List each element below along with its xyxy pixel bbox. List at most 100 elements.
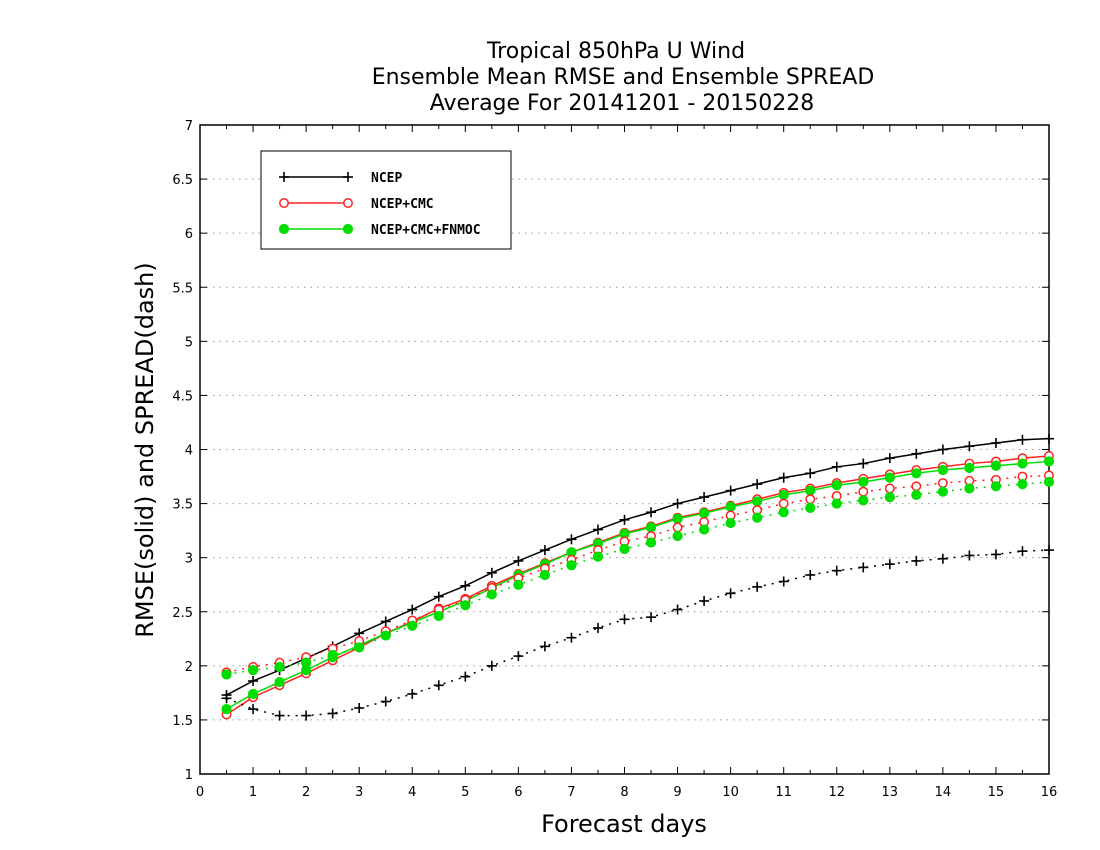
series-layer (221, 433, 1055, 721)
data-point (672, 498, 683, 509)
data-point (274, 661, 285, 673)
data-point (778, 472, 789, 483)
y-tick-label: 3.5 (172, 498, 193, 513)
data-point (805, 502, 816, 514)
data-point (486, 589, 497, 600)
data-point (513, 651, 524, 662)
data-point (725, 588, 736, 599)
data-point (725, 485, 736, 496)
data-point (911, 481, 922, 492)
x-tick-label: 8 (620, 785, 628, 800)
data-point (884, 559, 895, 570)
data-point (354, 642, 365, 653)
data-point (937, 464, 948, 476)
data-point (301, 710, 312, 721)
y-axis-label: RMSE(solid) and SPREAD(dash) (131, 262, 159, 638)
y-tick-label: 4 (185, 444, 193, 459)
data-point (354, 703, 365, 714)
y-tick-label: 1.5 (172, 714, 193, 729)
data-point (380, 630, 391, 641)
y-tick-label: 5.5 (172, 281, 193, 296)
data-point (247, 665, 259, 676)
data-point (858, 562, 869, 573)
data-point (831, 565, 842, 576)
data-point (1043, 476, 1055, 488)
data-point (274, 676, 285, 688)
data-point (645, 537, 657, 548)
data-point (486, 660, 497, 671)
data-point (911, 555, 922, 566)
tick-layer: 11.522.533.544.555.566.570 1 2 3 4 5 6 7 8 9 10 11 1… (172, 119, 1057, 800)
data-point (407, 604, 418, 615)
legend-marker (278, 223, 290, 235)
series-dashed-ncep (221, 545, 1054, 721)
y-tick-label: 3 (185, 552, 193, 567)
data-point (460, 580, 471, 591)
data-point (990, 549, 1001, 560)
data-point (592, 551, 604, 562)
data-point (247, 688, 259, 700)
data-point (937, 486, 948, 497)
data-point (407, 620, 418, 631)
legend-entry: NCEP (279, 171, 402, 186)
data-point (248, 704, 259, 715)
data-point (566, 534, 577, 545)
x-tick-label: 1 (249, 785, 257, 800)
data-point (301, 657, 312, 668)
x-tick-label: 12 (828, 785, 845, 800)
series-dashed-ncep-cmc-fnmoc (221, 476, 1055, 680)
data-point (407, 688, 418, 699)
data-point (990, 438, 1001, 449)
data-point (698, 508, 710, 519)
x-tick-label: 4 (408, 785, 416, 800)
data-point (937, 553, 948, 564)
series-line (226, 474, 1050, 674)
data-point (884, 491, 895, 503)
data-point (831, 498, 842, 509)
data-point (327, 649, 338, 661)
y-tick-label: 4.5 (172, 389, 193, 404)
legend-marker (343, 172, 353, 182)
data-point (725, 501, 736, 512)
legend-entry: NCEP+CMC (279, 197, 434, 212)
data-point (911, 489, 922, 501)
y-tick-label: 1 (185, 768, 193, 783)
x-tick-label: 3 (355, 785, 363, 800)
data-point (566, 560, 577, 571)
data-point (858, 458, 869, 469)
data-point (672, 522, 683, 533)
data-point (672, 604, 683, 615)
legend-marker (279, 198, 289, 208)
data-point (858, 495, 869, 506)
series-line (226, 481, 1050, 676)
x-tick-label: 11 (775, 785, 792, 800)
data-point (964, 441, 975, 452)
data-point (380, 696, 391, 707)
x-axis-label: Forecast days (541, 810, 707, 838)
x-tick-label: 7 (567, 785, 575, 800)
data-point (592, 622, 603, 633)
x-tick-label: 13 (882, 785, 899, 800)
data-point (699, 492, 710, 503)
data-point (433, 610, 444, 622)
data-point (327, 708, 338, 719)
title-line-3: Average For 20141201 - 20150228 (430, 91, 815, 116)
y-tick-label: 2.5 (172, 606, 193, 621)
legend-marker (343, 198, 353, 208)
data-point (460, 600, 471, 611)
data-point (433, 680, 444, 691)
data-point (858, 476, 869, 488)
data-point (513, 579, 524, 590)
y-tick-label: 2 (185, 660, 193, 675)
data-point (672, 530, 683, 542)
chart-title: Tropical 850hPa U Wind Ensemble Mean RMS… (372, 39, 875, 116)
data-point (752, 496, 763, 507)
legend-box (260, 150, 512, 250)
data-point (805, 494, 816, 505)
data-point (380, 616, 391, 627)
data-point (274, 710, 285, 721)
y-tick-label: 6 (185, 227, 193, 242)
data-point (805, 485, 816, 496)
data-point (858, 486, 869, 497)
data-point (221, 704, 232, 715)
